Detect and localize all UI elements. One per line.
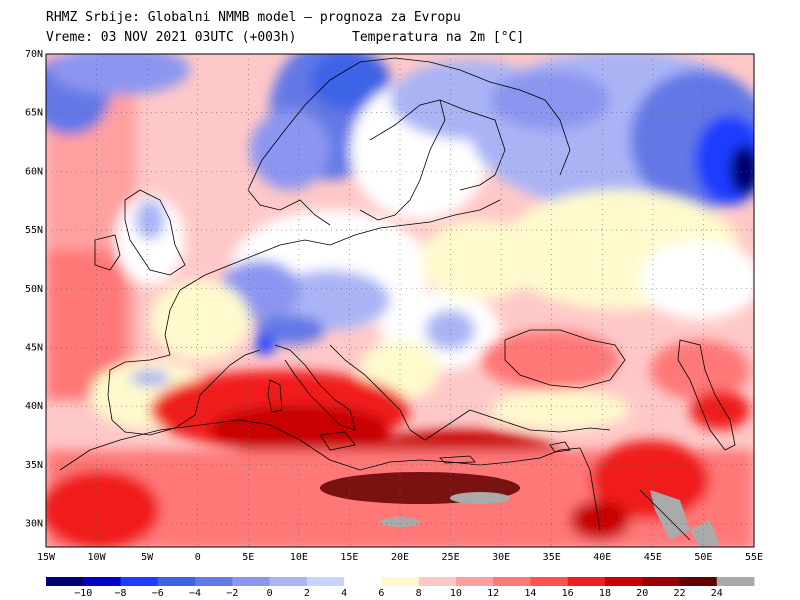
legend-label: 0 bbox=[267, 588, 273, 599]
legend-label: 18 bbox=[599, 588, 611, 599]
legend-swatch bbox=[604, 577, 643, 586]
legend-label: 14 bbox=[524, 588, 536, 599]
temperature-field bbox=[46, 54, 754, 547]
lon-label: 0 bbox=[195, 552, 201, 563]
lat-label: 45N bbox=[25, 342, 43, 353]
lon-label: 40E bbox=[593, 552, 611, 563]
legend-swatch bbox=[306, 577, 345, 586]
legend-swatch bbox=[679, 577, 718, 586]
legend-label: 10 bbox=[450, 588, 462, 599]
legend-label: 24 bbox=[711, 588, 723, 599]
color-legend: −10 −8 −6 −4 −2 0 2 4 6 8 10 12 14 16 18 20 22 24 bbox=[46, 577, 755, 599]
legend-swatch bbox=[232, 577, 271, 586]
legend-swatch bbox=[567, 577, 606, 586]
legend-label: 4 bbox=[341, 588, 347, 599]
map-frame bbox=[45, 53, 755, 548]
legend-label: 12 bbox=[487, 588, 499, 599]
lon-label: 10E bbox=[290, 552, 308, 563]
legend-label: −4 bbox=[189, 588, 201, 599]
legend-label: 16 bbox=[562, 588, 574, 599]
lon-label: 15E bbox=[340, 552, 358, 563]
lon-label: 45E bbox=[644, 552, 662, 563]
variable-name: Temperatura na 2m [°C] bbox=[352, 30, 525, 45]
legend-swatch bbox=[83, 577, 122, 586]
legend-label: 20 bbox=[636, 588, 648, 599]
lon-label: 50E bbox=[694, 552, 712, 563]
legend-label: −6 bbox=[152, 588, 164, 599]
legend-swatch bbox=[642, 577, 680, 586]
legend-swatch bbox=[157, 577, 196, 586]
lat-label: 55N bbox=[25, 225, 43, 236]
legend-label: 22 bbox=[673, 588, 685, 599]
legend-swatch bbox=[493, 577, 531, 586]
legend-swatch bbox=[120, 577, 159, 586]
lat-label: 60N bbox=[25, 166, 43, 177]
map-title: RHMZ Srbije: Globalni NMMB model — progn… bbox=[46, 10, 461, 25]
lon-label: 55E bbox=[745, 552, 763, 563]
longitude-labels: 15W 10W 5W 0 5E 10E 15E 20E 25E 30E 35E 40E 45E 50E 55… bbox=[37, 552, 763, 563]
legend-swatch bbox=[46, 577, 84, 586]
legend-label: 8 bbox=[416, 588, 422, 599]
lon-label: 25E bbox=[442, 552, 460, 563]
legend-label: 6 bbox=[378, 588, 384, 599]
forecast-time: Vreme: 03 NOV 2021 03UTC (+003h) bbox=[46, 30, 297, 45]
legend-swatch bbox=[418, 577, 457, 586]
lat-label: 40N bbox=[25, 401, 43, 412]
legend-label: −8 bbox=[115, 588, 127, 599]
legend-swatch bbox=[455, 577, 494, 586]
legend-swatch bbox=[269, 577, 308, 586]
lon-label: 10W bbox=[88, 552, 107, 563]
lon-label: 5W bbox=[141, 552, 154, 563]
legend-swatch bbox=[344, 577, 382, 586]
lon-label: 15W bbox=[37, 552, 56, 563]
legend-swatch bbox=[716, 577, 755, 586]
legend-label: −2 bbox=[226, 588, 238, 599]
legend-swatch bbox=[195, 577, 233, 586]
lon-label: 20E bbox=[391, 552, 409, 563]
lat-label: 30N bbox=[25, 519, 43, 530]
coastlines bbox=[59, 57, 736, 541]
lat-label: 50N bbox=[25, 284, 43, 295]
lat-label: 65N bbox=[25, 108, 43, 119]
lat-label: 70N bbox=[25, 49, 43, 60]
legend-swatch bbox=[530, 577, 569, 586]
lon-label: 30E bbox=[492, 552, 510, 563]
lon-label: 35E bbox=[543, 552, 561, 563]
legend-swatch bbox=[381, 577, 420, 586]
lon-label: 5E bbox=[242, 552, 254, 563]
lat-label: 35N bbox=[25, 460, 43, 471]
latitude-labels: 70N 65N 60N 55N 50N 45N 40N 35N 30N bbox=[25, 49, 43, 530]
legend-label: −10 bbox=[74, 588, 92, 599]
lat-lon-grid bbox=[46, 54, 754, 547]
legend-label: 2 bbox=[304, 588, 310, 599]
